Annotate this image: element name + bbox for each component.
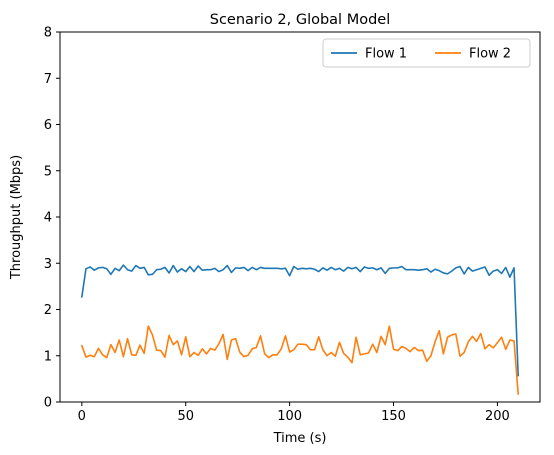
y-tick-label: 5 [44, 164, 52, 179]
x-tick-label: 0 [78, 409, 86, 424]
chart-title: Scenario 2, Global Model [210, 12, 391, 28]
series-line-2 [81, 325, 519, 395]
y-tick-label: 7 [44, 72, 52, 87]
y-axis-label: Throughput (Mbps) [9, 155, 24, 280]
x-tick-label: 150 [381, 409, 406, 424]
legend-box [322, 38, 531, 68]
y-axis: 0 1 2 3 4 5 6 7 8 [44, 26, 60, 411]
legend-label-1: Flow 1 [365, 47, 407, 62]
x-tick-label: 50 [177, 409, 194, 424]
y-tick-label: 1 [44, 349, 52, 364]
x-tick-label: 200 [485, 409, 510, 424]
y-tick-label: 3 [44, 257, 52, 272]
y-tick-label: 8 [44, 26, 52, 41]
y-tick-label: 0 [44, 396, 52, 411]
series-layer [81, 264, 519, 395]
y-tick-label: 2 [44, 303, 52, 318]
plot-frame [59, 31, 541, 403]
y-tick-label: 6 [44, 118, 52, 133]
x-axis: 0 50 100 150 200 [78, 402, 510, 424]
series-line-1 [81, 264, 519, 377]
legend-label-2: Flow 2 [469, 47, 511, 62]
legend: Flow 1 Flow 2 [322, 38, 531, 68]
y-tick-label: 4 [44, 211, 52, 226]
x-axis-label: Time (s) [273, 431, 327, 446]
x-tick-label: 100 [277, 409, 302, 424]
